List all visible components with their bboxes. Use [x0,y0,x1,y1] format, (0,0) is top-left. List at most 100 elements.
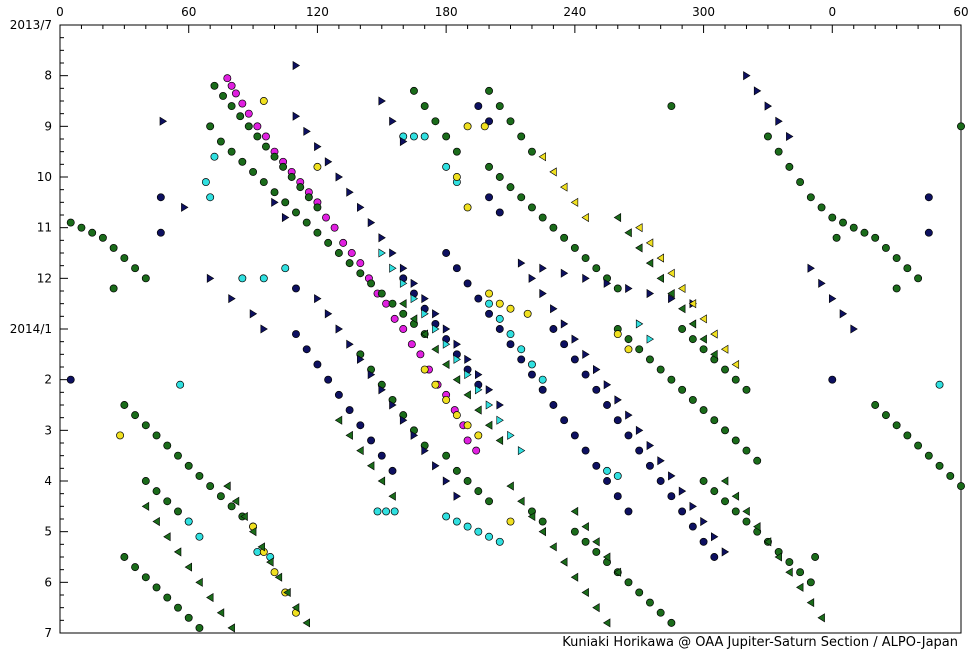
data-point [377,476,386,486]
data-point [807,263,815,273]
data-point [924,451,933,460]
data-point [195,471,204,480]
data-point [410,132,418,141]
data-point [184,562,193,572]
data-point [270,188,279,197]
y-tick-label: 12 [37,271,52,285]
data-point [946,471,955,480]
data-point [249,309,258,319]
data-point [259,178,268,187]
data-point [764,101,773,111]
data-point [742,506,750,516]
data-point [668,294,676,304]
data-point [570,572,579,582]
data-point [485,193,493,202]
data-point [806,578,815,587]
data-point [700,516,708,527]
data-point [699,537,708,546]
data-point [156,193,165,202]
data-point [287,173,296,181]
data-point [742,385,751,394]
data-point [523,309,532,318]
data-point [253,122,262,131]
data-point [431,380,440,389]
data-point [743,71,751,81]
data-point [410,278,419,288]
y-tick-label: 2014/1 [10,322,52,336]
data-point [431,344,439,354]
data-point [613,330,622,339]
data-point [592,537,600,547]
y-tick-label: 10 [37,170,52,184]
data-point [667,268,675,278]
data-point [656,477,665,485]
data-point [549,401,558,409]
data-point [281,212,290,223]
data-point [495,102,504,111]
data-point [274,572,283,582]
data-point [763,537,772,547]
data-point [210,152,219,161]
data-point [410,294,419,304]
data-point [935,380,944,389]
data-point [678,385,687,394]
data-point [603,380,612,390]
data-point [581,537,590,546]
data-point [613,284,622,293]
data-point [528,203,536,212]
data-point [389,248,397,258]
data-point [66,218,75,227]
data-point [849,223,858,232]
data-point [399,325,408,333]
data-point [206,592,214,603]
data-point [216,608,225,618]
data-point [635,345,644,354]
x-tick-label: 60 [181,5,196,19]
data-point [785,567,793,577]
y-tick-label: 3 [44,423,52,437]
data-point [322,213,330,222]
data-point [463,436,472,445]
data-point [442,512,451,521]
data-point [356,269,365,278]
data-point [324,309,333,319]
data-point [485,86,493,95]
data-point [539,288,547,299]
data-point [688,335,697,344]
data-point [163,441,172,450]
data-point [452,375,461,385]
data-point [283,587,291,598]
data-point [421,294,429,304]
data-point [281,264,290,273]
data-point [710,349,718,359]
data-point [314,142,322,152]
data-point [452,466,461,475]
data-point [485,289,493,298]
data-point [517,345,526,354]
data-point [924,193,933,202]
data-point [302,345,311,354]
data-point [742,446,751,455]
data-point [463,522,472,531]
data-point [817,613,825,623]
data-point [227,102,236,111]
data-point [223,74,232,83]
data-point [480,122,489,131]
data-point [806,193,815,202]
data-point [593,364,601,375]
data-point [156,228,165,237]
data-point [635,446,644,455]
data-point [373,507,382,516]
y-tick-label: 11 [37,221,52,235]
data-point [388,491,396,501]
data-point [635,319,644,329]
data-point [292,284,300,293]
data-point [324,375,333,384]
data-point [259,274,268,283]
data-point [624,228,632,238]
data-point [613,471,622,480]
data-point [210,81,219,90]
data-point [421,309,429,319]
data-point [304,193,313,202]
data-point [378,385,386,395]
